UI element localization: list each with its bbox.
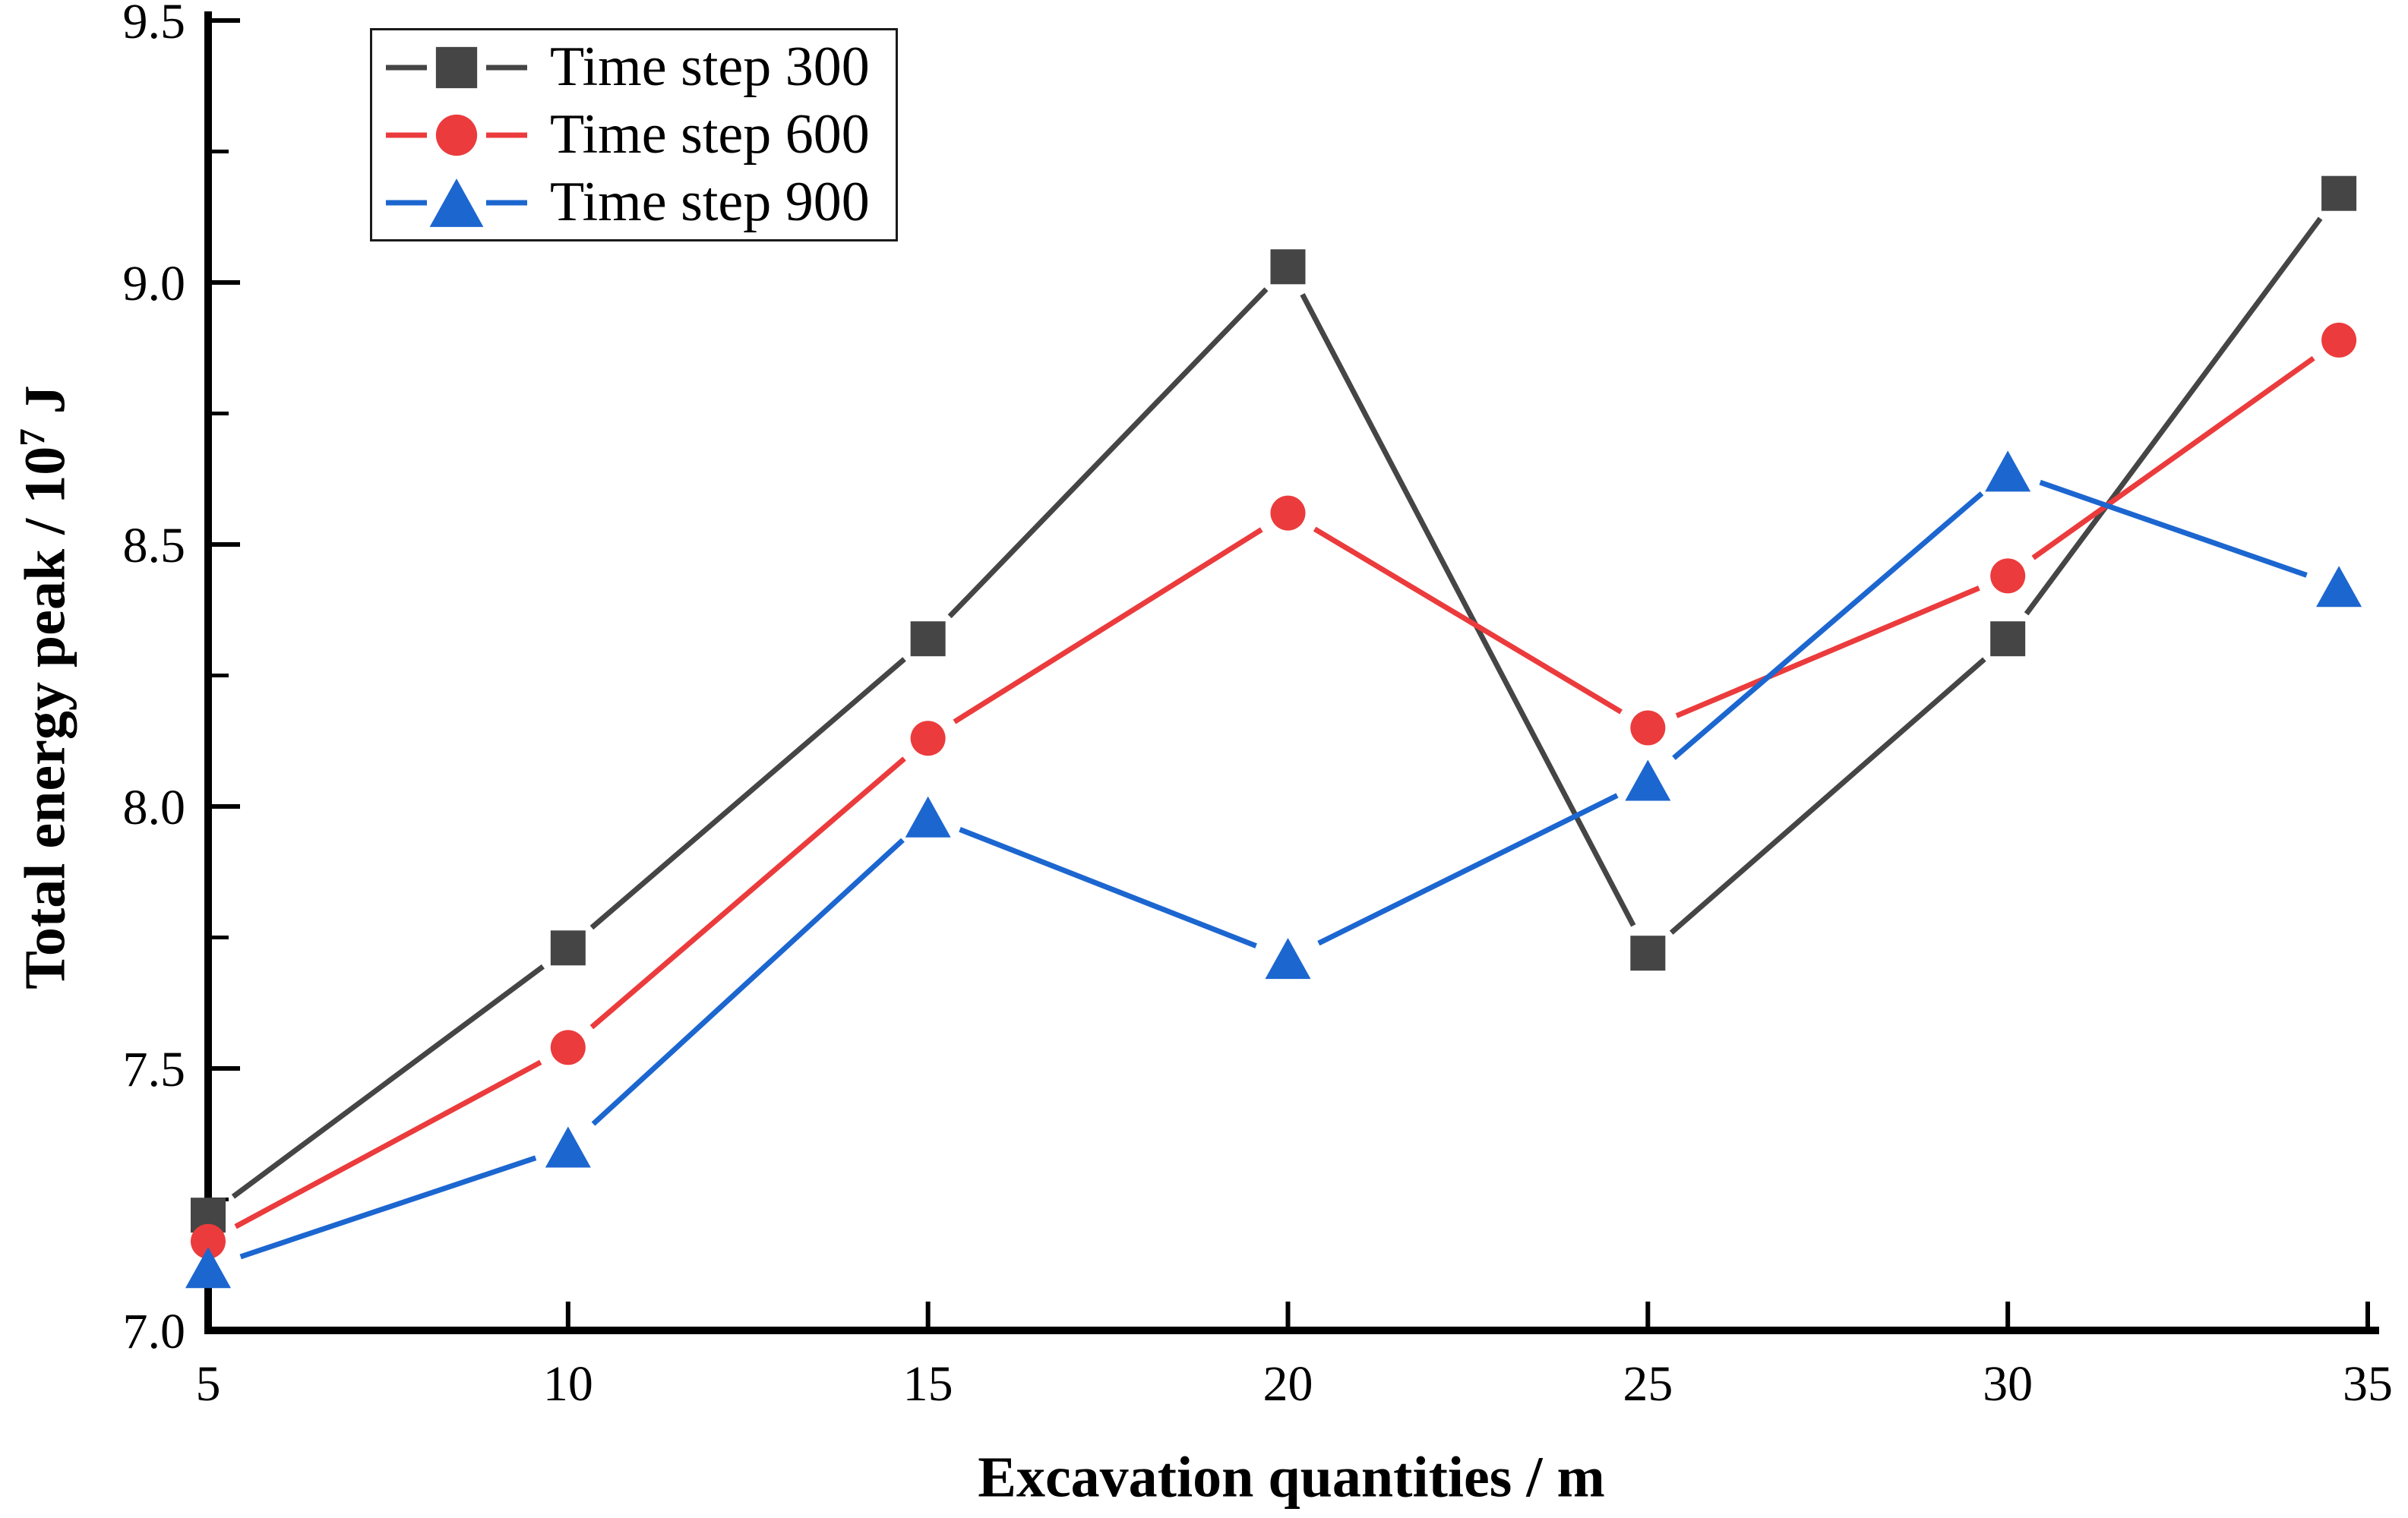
data-point-marker xyxy=(435,46,478,88)
legend-item-time-step-300: Time step 300 xyxy=(384,34,896,101)
series-line-segment xyxy=(1313,526,1623,715)
data-point-marker xyxy=(429,178,484,227)
x-tick-label: 20 xyxy=(1263,1356,1313,1412)
data-point-marker xyxy=(1270,495,1306,531)
legend-marker-square-icon xyxy=(386,46,527,88)
legend-item-time-step-900: Time step 900 xyxy=(384,169,896,236)
data-point-marker xyxy=(1270,249,1306,285)
x-tick-label: 25 xyxy=(1623,1356,1673,1412)
x-tick-label: 5 xyxy=(196,1356,221,1412)
data-point-marker xyxy=(2316,566,2362,608)
series-line-segment xyxy=(953,527,1263,724)
series-line-segment xyxy=(589,756,906,1030)
data-point-marker xyxy=(1990,621,2026,657)
series-line-segment xyxy=(231,964,545,1199)
data-point-marker xyxy=(550,930,586,966)
data-point-marker xyxy=(905,796,951,838)
series-line-segment xyxy=(1672,491,1984,760)
data-point-marker xyxy=(910,621,946,657)
y-tick-label: 7.5 xyxy=(123,1042,186,1097)
series-line-segment xyxy=(2039,479,2308,578)
legend-marker-circle-icon xyxy=(386,114,527,156)
data-point-marker xyxy=(1985,450,2031,492)
legend-item-time-step-600: Time step 600 xyxy=(384,102,896,169)
legend: Time step 300 Time step 600 Time step 90… xyxy=(370,28,898,241)
data-point-marker xyxy=(2321,175,2357,211)
x-axis-title-text: Excavation quantities / m xyxy=(978,1445,1605,1510)
data-point-marker xyxy=(191,1223,226,1259)
data-point-marker xyxy=(185,1247,231,1289)
legend-marker-triangle-icon xyxy=(386,178,527,227)
data-point-marker xyxy=(910,721,946,756)
x-tick-label: 30 xyxy=(1983,1356,2033,1412)
series-time-step-600 xyxy=(191,322,2357,1259)
y-axis-title-unit: J xyxy=(13,385,77,429)
data-point-marker xyxy=(1630,936,1666,971)
data-point-marker xyxy=(1990,558,2026,594)
x-tick-label: 15 xyxy=(903,1356,953,1412)
series-line-segment xyxy=(1675,585,1980,718)
series-line-segment xyxy=(2031,355,2315,560)
y-tick-label: 8.5 xyxy=(123,518,186,573)
series-line-segment xyxy=(591,838,905,1126)
series-line-segment xyxy=(239,1155,537,1260)
data-point-marker xyxy=(435,114,478,156)
x-axis-title: Excavation quantities / m xyxy=(978,1445,1605,1511)
series-line-segment xyxy=(959,827,1257,948)
y-tick-label: 9.0 xyxy=(123,256,186,311)
data-point-marker xyxy=(1625,759,1671,801)
series-line-segment xyxy=(1669,657,1986,935)
data-point-marker xyxy=(550,1030,586,1065)
y-axis-title: Total energy peak / 107 J xyxy=(12,385,78,989)
series-time-step-900 xyxy=(185,450,2362,1289)
series-line-segment xyxy=(589,657,906,930)
y-axis-title-text: Total energy peak / 10 xyxy=(13,446,77,989)
y-tick-label: 8.0 xyxy=(123,780,186,835)
series-time-step-300 xyxy=(191,175,2357,1233)
series-line-segment xyxy=(1300,292,1636,927)
data-point-marker xyxy=(545,1126,591,1168)
y-axis-title-superscript: 7 xyxy=(13,428,53,447)
x-tick-label: 35 xyxy=(2343,1356,2393,1412)
y-tick-label: 9.5 xyxy=(123,0,186,49)
x-tick-label: 10 xyxy=(543,1356,593,1412)
legend-label: Time step 900 xyxy=(550,171,870,233)
series-line-segment xyxy=(234,1059,542,1229)
data-point-marker xyxy=(1265,938,1311,980)
series-line-segment xyxy=(2024,216,2323,616)
data-point-marker xyxy=(2321,322,2357,358)
series-line-segment xyxy=(1317,793,1619,946)
legend-label: Time step 600 xyxy=(550,103,870,166)
series-line-segment xyxy=(947,287,1269,619)
y-tick-label: 7.0 xyxy=(123,1304,186,1359)
legend-label: Time step 300 xyxy=(550,36,870,98)
data-point-marker xyxy=(1630,710,1666,746)
